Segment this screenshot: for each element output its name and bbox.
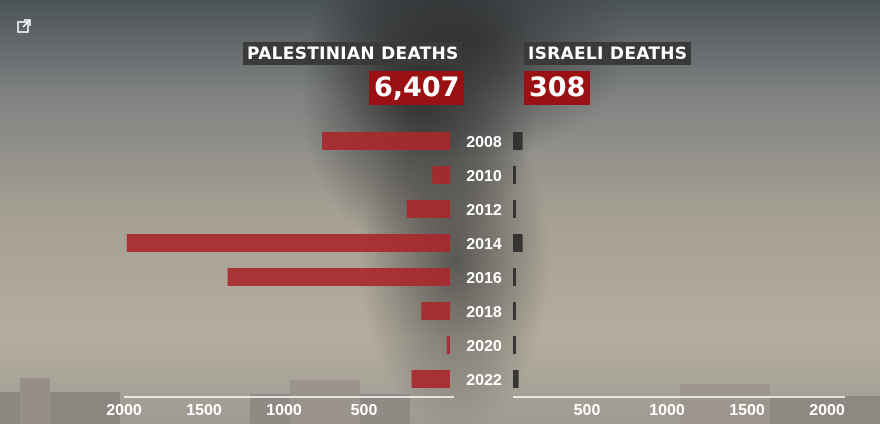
year-label-2012: 2012 (466, 202, 502, 219)
israeli-bar-2020 (513, 336, 516, 354)
palestinian-bar-2022 (411, 370, 450, 388)
year-label-2016: 2016 (466, 270, 502, 287)
left-tick-2000: 2000 (106, 402, 142, 419)
israeli-bar-2014 (513, 234, 523, 252)
right-tick-500: 500 (574, 402, 601, 419)
israeli-bar-2016 (513, 268, 516, 286)
palestinian-bar-2016 (227, 268, 450, 286)
palestinian-bar-2014 (126, 234, 451, 252)
year-label-2022: 2022 (466, 372, 502, 389)
palestinian-bar-2020 (446, 336, 450, 354)
left-tick-1000: 1000 (266, 402, 302, 419)
year-label-2008: 2008 (466, 134, 502, 151)
palestinian-deaths-total: 6,407 (369, 71, 465, 105)
palestinian-bar-2008 (322, 132, 450, 150)
left-tick-1500: 1500 (186, 402, 222, 419)
palestinian-bar-2012 (406, 200, 450, 218)
palestinian-bar-2010 (432, 166, 450, 184)
city-skyline (0, 378, 880, 424)
israeli-bar-2008 (513, 132, 523, 150)
external-link-icon[interactable] (17, 19, 31, 33)
palestinian-bar-2018 (421, 302, 450, 320)
israeli-bar-2018 (513, 302, 516, 320)
right-tick-2000: 2000 (809, 402, 845, 419)
year-label-2020: 2020 (466, 338, 502, 355)
israeli-bar-2012 (513, 200, 516, 218)
left-tick-500: 500 (351, 402, 378, 419)
palestinian-deaths-title: PALESTINIAN DEATHS (243, 42, 463, 65)
right-tick-1000: 1000 (649, 402, 685, 419)
right-tick-1500: 1500 (729, 402, 765, 419)
year-label-2010: 2010 (466, 168, 502, 185)
israeli-bar-2022 (513, 370, 519, 388)
year-label-2014: 2014 (466, 236, 502, 253)
israeli-deaths-title: ISRAELI DEATHS (524, 42, 692, 65)
israeli-bar-2010 (513, 166, 516, 184)
year-label-2018: 2018 (466, 304, 502, 321)
israeli-deaths-total: 308 (524, 71, 591, 105)
